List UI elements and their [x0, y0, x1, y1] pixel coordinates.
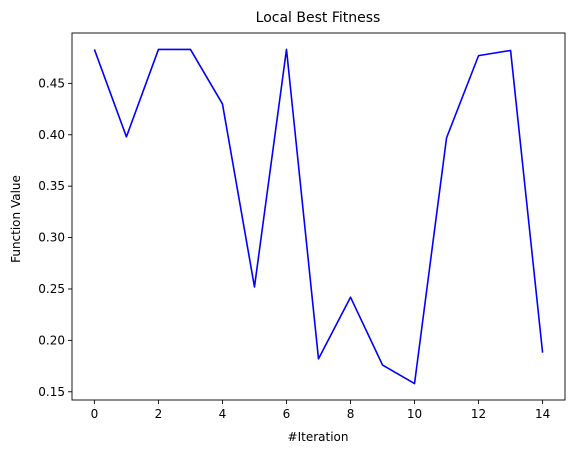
y-tick-label: 0.15	[38, 385, 65, 399]
x-tick-label: 14	[535, 407, 550, 421]
y-tick-label: 0.45	[38, 76, 65, 90]
x-tick-label: 6	[283, 407, 291, 421]
y-tick-label: 0.30	[38, 231, 65, 245]
y-tick-label: 0.20	[38, 333, 65, 347]
x-axis-label: #Iteration	[288, 430, 349, 444]
x-tick-label: 8	[347, 407, 355, 421]
y-axis-label: Function Value	[9, 175, 23, 263]
y-tick-label: 0.35	[38, 179, 65, 193]
y-tick-label: 0.25	[38, 282, 65, 296]
y-tick-label: 0.40	[38, 128, 65, 142]
plot-frame	[71, 32, 566, 401]
x-tick-label: 4	[219, 407, 227, 421]
chart-title: Local Best Fitness	[256, 10, 381, 26]
x-tick-label: 2	[155, 407, 163, 421]
plot-area: 0 2 4 6 8 10 12 14 0.15 0.20 0.25 0.30 0.35 0.40 0.45	[38, 32, 566, 421]
series-line-0	[93, 48, 544, 385]
x-tick-label: 10	[407, 407, 422, 421]
x-tick-label: 12	[471, 407, 486, 421]
x-tick-label: 0	[91, 407, 99, 421]
